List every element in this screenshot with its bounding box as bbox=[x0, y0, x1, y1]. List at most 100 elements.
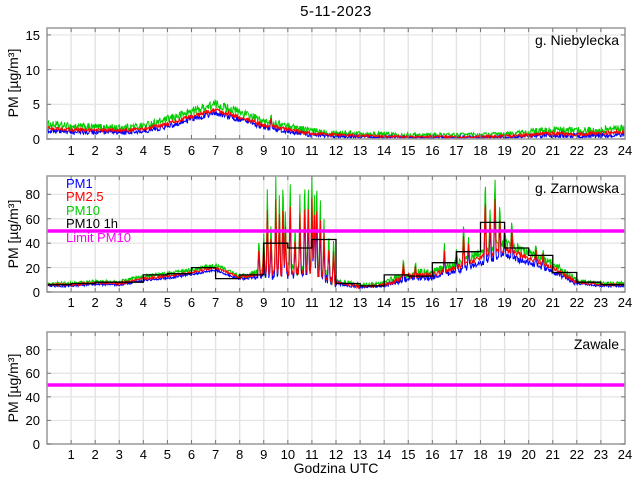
x-tick-label: 18 bbox=[473, 143, 488, 158]
x-tick-label: 18 bbox=[473, 447, 488, 462]
x-tick-label: 24 bbox=[617, 143, 633, 158]
legend: PM1 PM2.5 PM10 PM10 1h Limit PM10 bbox=[66, 177, 131, 244]
y-tick-label: 0 bbox=[32, 437, 40, 452]
y-axis-label-2: PM [µg/m³] bbox=[5, 199, 21, 269]
x-tick-label: 13 bbox=[352, 143, 368, 158]
x-axis-label: Godzina UTC bbox=[293, 460, 379, 476]
x-tick-label: 22 bbox=[569, 143, 585, 158]
x-tick-label: 4 bbox=[139, 143, 147, 158]
x-tick-label: 11 bbox=[305, 143, 319, 158]
y-tick-label: 40 bbox=[25, 389, 40, 405]
y-tick-label: 40 bbox=[25, 236, 40, 252]
x-tick-label: 1 bbox=[67, 143, 75, 158]
x-tick-label: 22 bbox=[569, 447, 585, 462]
legend-item-pm10: PM10 bbox=[66, 202, 100, 218]
x-tick-label: 8 bbox=[236, 447, 244, 462]
x-tick-label: 1 bbox=[67, 447, 75, 462]
y-tick-label: 15 bbox=[25, 27, 40, 43]
x-tick-label: 3 bbox=[115, 447, 123, 462]
x-tick-label: 16 bbox=[425, 143, 440, 158]
x-tick-label: 17 bbox=[449, 295, 464, 310]
x-tick-label: 14 bbox=[376, 447, 392, 462]
y-tick-label: 0 bbox=[32, 285, 40, 300]
x-tick-label: 4 bbox=[139, 447, 147, 462]
y-tick-label: 60 bbox=[25, 211, 40, 227]
legend-item-pm25: PM2.5 bbox=[66, 189, 104, 205]
x-tick-label: 8 bbox=[236, 295, 244, 310]
x-tick-label: 6 bbox=[187, 143, 196, 158]
x-tick-label: 6 bbox=[187, 447, 196, 462]
x-tick-label: 21 bbox=[545, 447, 560, 462]
x-tick-label: 17 bbox=[449, 447, 464, 462]
y-tick-label: 20 bbox=[25, 413, 40, 429]
y-tick-label: 60 bbox=[25, 366, 40, 382]
chart-title: 5-11-2023 bbox=[300, 3, 372, 20]
x-tick-label: 4 bbox=[139, 295, 147, 310]
x-tick-label: 10 bbox=[280, 447, 296, 462]
x-tick-label: 20 bbox=[521, 295, 536, 310]
x-tick-label: 24 bbox=[617, 447, 633, 462]
x-tick-label: 10 bbox=[280, 295, 296, 310]
x-tick-label: 11 bbox=[305, 447, 319, 462]
x-tick-label: 23 bbox=[593, 143, 609, 158]
x-tick-label: 18 bbox=[473, 295, 488, 310]
x-tick-label: 5 bbox=[163, 447, 172, 462]
station-label-zawale: Zawale bbox=[573, 336, 619, 352]
x-tick-label: 19 bbox=[497, 447, 512, 462]
x-tick-label: 11 bbox=[305, 295, 319, 310]
x-tick-label: 9 bbox=[260, 447, 268, 462]
y-tick-label: 0 bbox=[32, 132, 40, 147]
x-tick-label: 17 bbox=[449, 143, 464, 158]
x-tick-label: 9 bbox=[260, 295, 268, 310]
x-tick-label: 9 bbox=[260, 143, 268, 158]
x-tick-label: 15 bbox=[401, 143, 416, 158]
x-tick-label: 22 bbox=[569, 295, 585, 310]
x-tick-label: 23 bbox=[593, 295, 609, 310]
x-tick-label: 5 bbox=[163, 143, 172, 158]
x-tick-label: 2 bbox=[91, 295, 99, 310]
station-label-zarnowska: g. Zarnowska bbox=[534, 180, 619, 196]
x-tick-label: 10 bbox=[280, 143, 296, 158]
x-tick-label: 16 bbox=[425, 447, 440, 462]
station-label-niebylecka: g. Niebylecka bbox=[534, 32, 619, 48]
legend-item-pm10-1h: PM10 1h bbox=[66, 216, 119, 232]
x-tick-label: 2 bbox=[91, 447, 99, 462]
x-tick-label: 20 bbox=[521, 447, 536, 462]
x-tick-label: 6 bbox=[187, 295, 196, 310]
x-tick-label: 3 bbox=[115, 143, 123, 158]
legend-item-pm1: PM1 bbox=[66, 176, 93, 191]
x-tick-label: 19 bbox=[497, 143, 512, 158]
y-tick-label: 80 bbox=[25, 187, 40, 203]
x-tick-label: 12 bbox=[328, 447, 344, 462]
legend-item-limit: Limit PM10 bbox=[66, 229, 132, 245]
x-tick-label: 8 bbox=[236, 143, 244, 158]
x-tick-label: 23 bbox=[593, 447, 609, 462]
y-tick-label: 20 bbox=[25, 260, 40, 276]
x-tick-label: 21 bbox=[545, 295, 560, 310]
x-tick-label: 15 bbox=[401, 295, 416, 310]
x-tick-label: 21 bbox=[545, 143, 560, 158]
x-tick-label: 2 bbox=[91, 143, 99, 158]
x-tick-label: 20 bbox=[521, 143, 536, 158]
x-tick-label: 13 bbox=[352, 447, 368, 462]
x-tick-label: 1 bbox=[67, 295, 75, 310]
x-tick-label: 13 bbox=[352, 295, 368, 310]
y-tick-label: 5 bbox=[32, 97, 40, 113]
x-tick-label: 16 bbox=[425, 295, 440, 310]
y-tick-label: 80 bbox=[25, 342, 40, 358]
y-tick-label: 10 bbox=[25, 62, 40, 78]
x-tick-label: 7 bbox=[211, 295, 220, 310]
x-tick-label: 15 bbox=[401, 447, 416, 462]
x-tick-label: 3 bbox=[115, 295, 123, 310]
x-tick-label: 7 bbox=[211, 447, 220, 462]
x-tick-label: 12 bbox=[328, 295, 344, 310]
x-tick-label: 14 bbox=[376, 295, 392, 310]
x-tick-label: 14 bbox=[376, 143, 392, 158]
x-tick-label: 24 bbox=[617, 295, 633, 310]
x-tick-label: 5 bbox=[163, 295, 172, 310]
x-tick-label: 19 bbox=[497, 295, 512, 310]
x-tick-label: 12 bbox=[328, 143, 344, 158]
x-tick-label: 7 bbox=[211, 143, 220, 158]
